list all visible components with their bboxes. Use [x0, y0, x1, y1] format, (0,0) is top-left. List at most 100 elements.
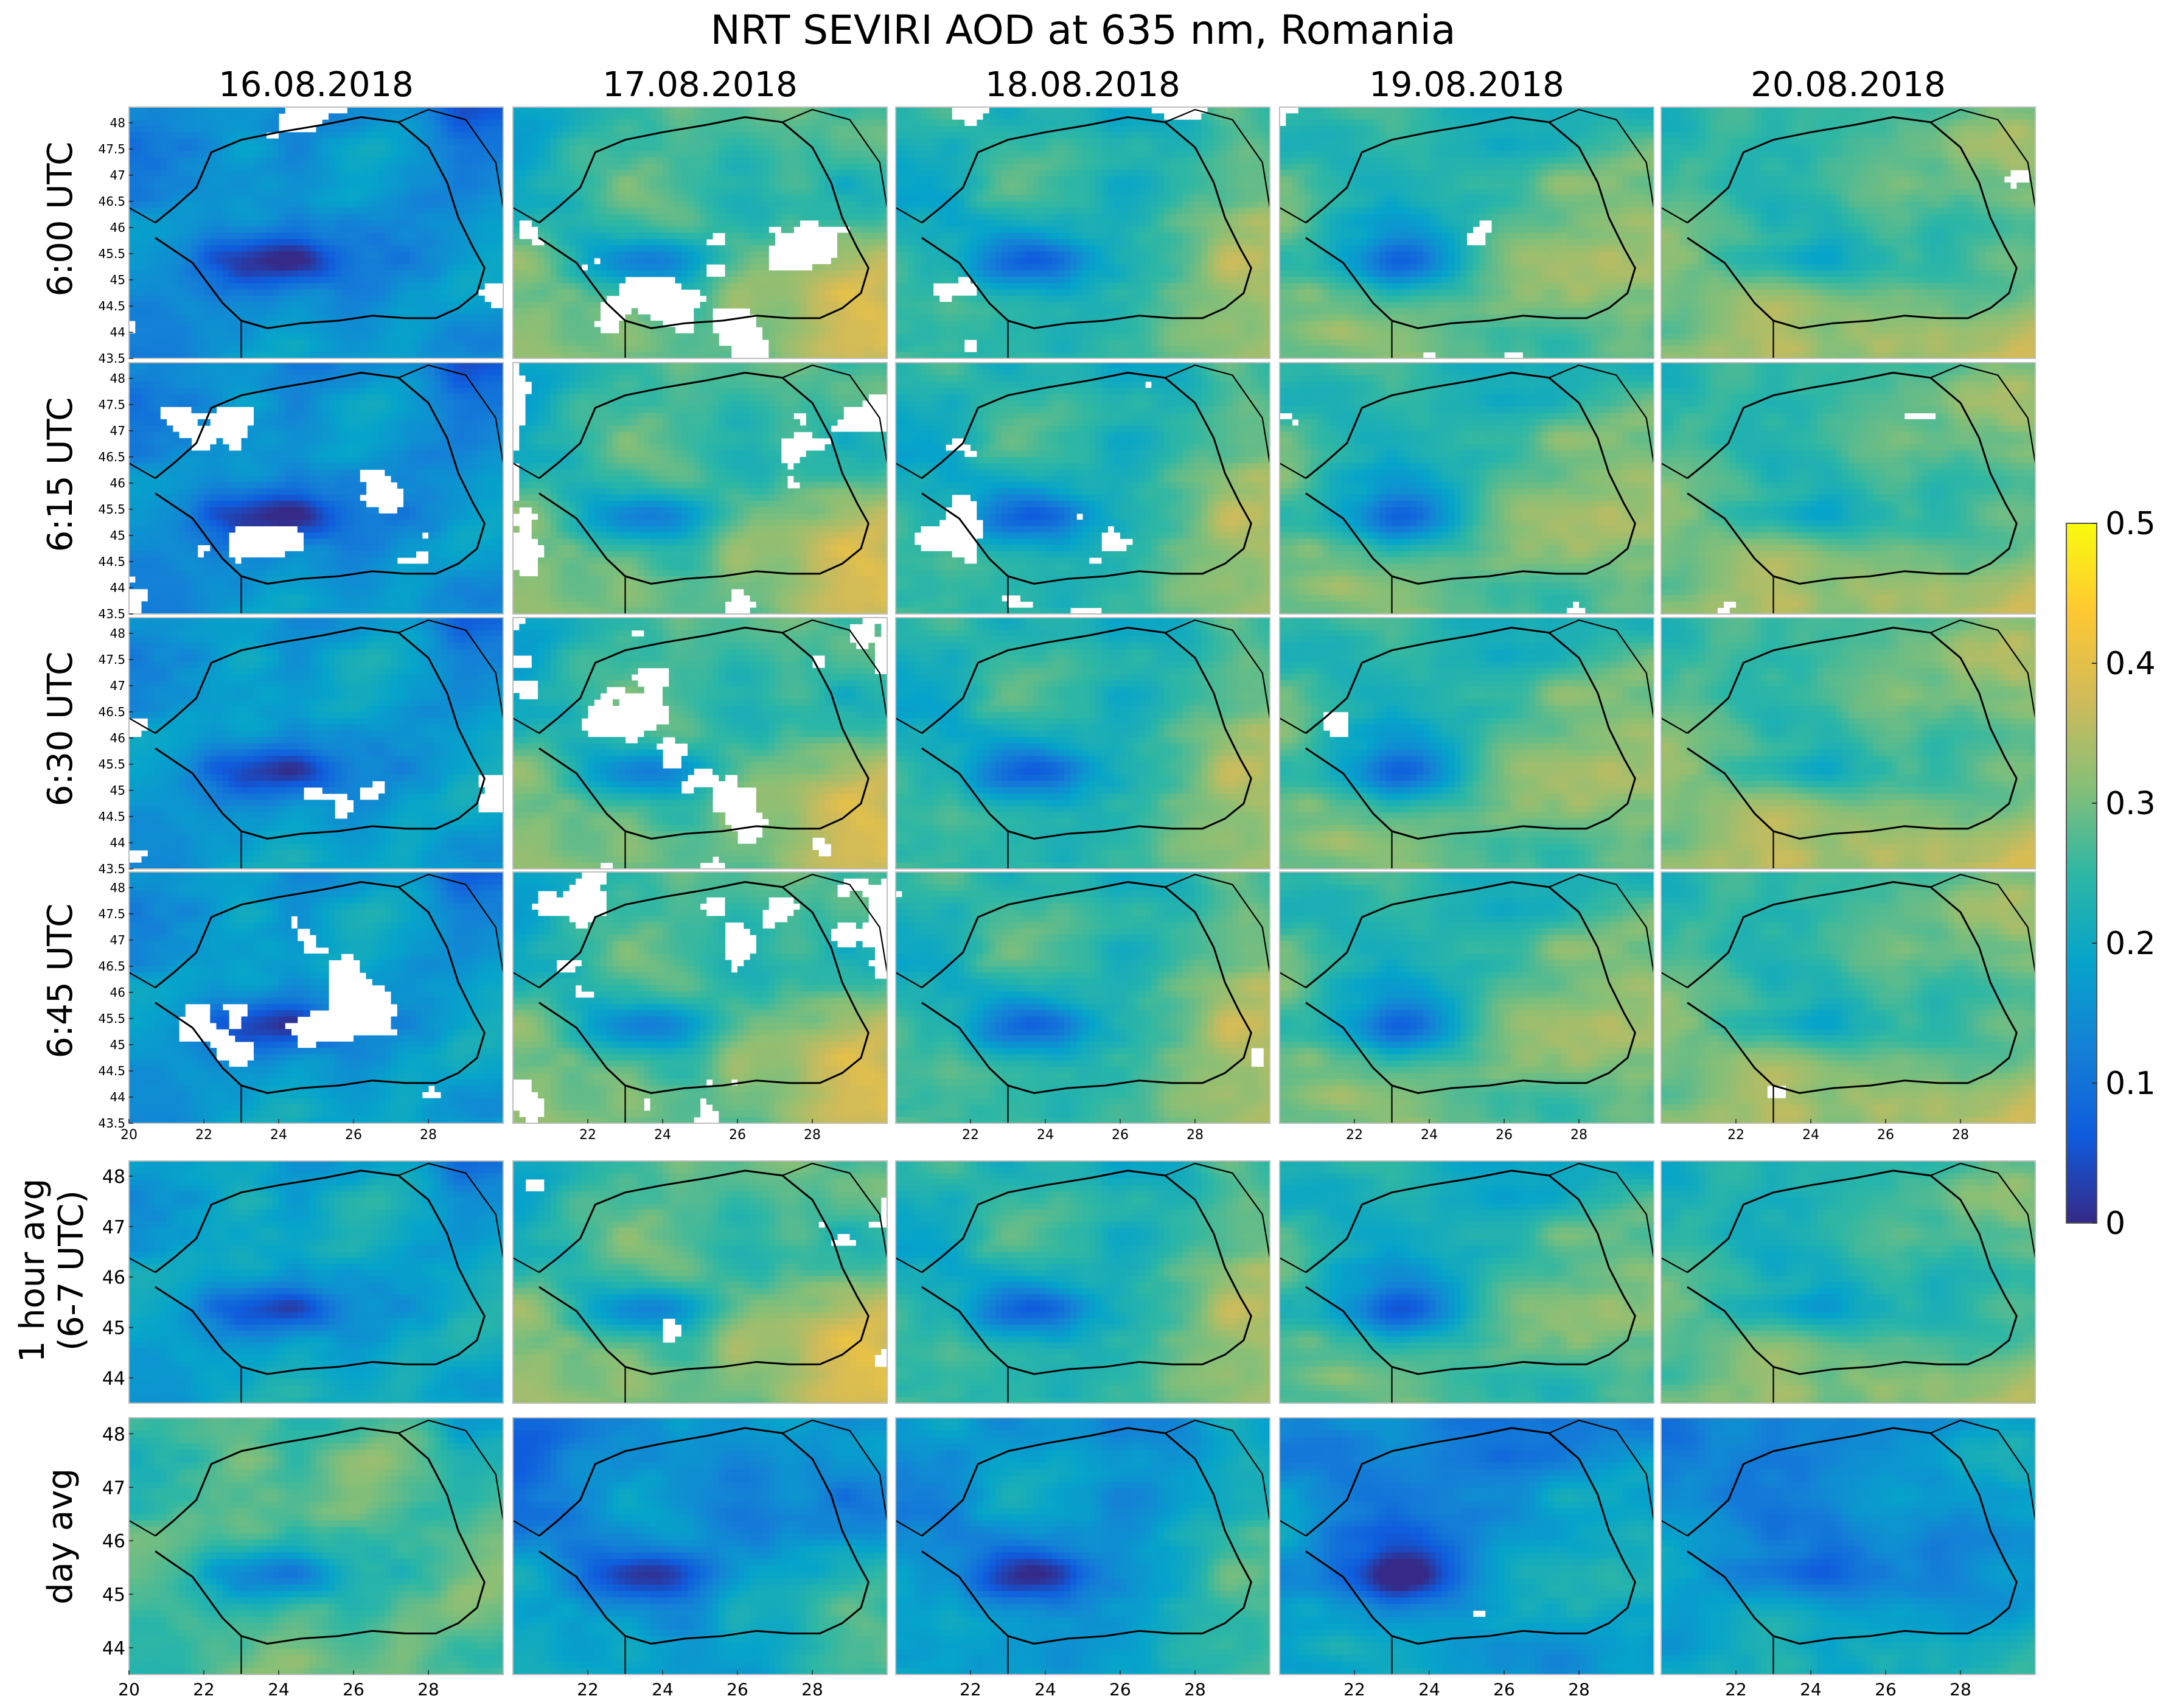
map-panel — [1661, 363, 2036, 615]
y-tick-label: 45 — [110, 783, 125, 798]
x-tick-label: 20 — [118, 1679, 140, 1699]
map-panel — [1661, 618, 2036, 870]
x-tick-label: 26 — [727, 1679, 748, 1699]
map-panel — [1280, 107, 1654, 359]
x-tick-label: 24 — [1421, 1128, 1438, 1143]
row-label-line: 6:30 UTC — [41, 652, 80, 807]
y-tick-label: 46 — [102, 1267, 125, 1289]
map-panel: 22 24 26 28 — [513, 872, 888, 1143]
colorbar-tick-label: 0.3 — [2105, 786, 2156, 822]
x-tick-label: 28 — [804, 1128, 821, 1143]
colorbar-tick-label: 0.1 — [2105, 1065, 2156, 1102]
x-tick-label: 24 — [1802, 1128, 1819, 1143]
colorbar-gradient — [2066, 523, 2097, 1223]
y-tick-label: 48 — [110, 880, 125, 895]
y-tick-label: 45 — [110, 1037, 125, 1052]
y-tick-label: 47.5 — [98, 397, 125, 412]
x-tick-label: 24 — [268, 1679, 290, 1699]
row-label: 6:15 UTC — [41, 397, 80, 552]
map-panel — [896, 618, 1270, 870]
x-tick-label: 24 — [270, 1128, 287, 1143]
x-tick-label: 24 — [654, 1128, 671, 1143]
x-tick-label: 26 — [1112, 1128, 1129, 1143]
y-tick-label: 44 — [110, 325, 125, 340]
column-header: 19.08.2018 — [1369, 65, 1564, 105]
x-tick-label: 22 — [1725, 1679, 1747, 1699]
map-panel: 22 24 26 28 — [1661, 872, 2036, 1143]
x-tick-label: 26 — [729, 1128, 746, 1143]
y-tick-label: 47 — [102, 1477, 125, 1499]
x-tick-label: 26 — [1875, 1679, 1897, 1699]
y-tick-label: 48 — [110, 116, 125, 130]
y-tick-label: 47.5 — [98, 142, 125, 156]
y-tick-label: 47 — [110, 424, 125, 438]
x-tick-label: 28 — [420, 1128, 437, 1143]
x-tick-label: 26 — [1109, 1679, 1131, 1699]
y-tick-label: 43.5 — [98, 607, 125, 621]
x-tick-label: 22 — [577, 1679, 599, 1699]
colorbar: 00.10.20.30.40.5 — [2066, 506, 2156, 1242]
x-tick-label: 28 — [417, 1679, 439, 1699]
x-tick-label: 28 — [1952, 1128, 1969, 1143]
x-tick-label: 22 — [193, 1679, 215, 1699]
colorbar-tick-label: 0.4 — [2105, 646, 2156, 682]
y-tick-label: 45 — [110, 528, 125, 543]
y-tick-label: 45.5 — [98, 757, 125, 772]
y-tick-label: 45.5 — [98, 502, 125, 517]
x-tick-label: 28 — [1570, 1128, 1587, 1143]
x-tick-label: 28 — [1568, 1679, 1590, 1699]
y-tick-label: 48 — [110, 371, 125, 386]
y-tick-label: 46.5 — [98, 450, 125, 464]
map-panel — [896, 107, 1270, 359]
y-tick-label: 47.5 — [98, 652, 125, 667]
map-panel — [513, 1161, 888, 1404]
map-panel — [896, 1161, 1270, 1404]
row-label: 6:45 UTC — [41, 904, 80, 1059]
map-panel — [1661, 107, 2036, 359]
x-tick-label: 24 — [1037, 1128, 1054, 1143]
row-label: 1 hour avg (6-7 UTC) — [13, 1179, 91, 1363]
row-label-line: 6:45 UTC — [41, 904, 80, 1059]
y-tick-label: 46 — [102, 1531, 125, 1552]
row-label-line: 6:00 UTC — [41, 142, 80, 297]
colorbar-tick-label: 0.5 — [2105, 506, 2156, 542]
map-panel: 22 24 26 28 — [1280, 1418, 1654, 1699]
map-panel — [513, 107, 888, 359]
y-tick-label: 47 — [110, 678, 125, 693]
y-tick-label: 47 — [110, 168, 125, 183]
x-tick-label: 22 — [1346, 1128, 1363, 1143]
x-tick-label: 22 — [960, 1679, 981, 1699]
y-tick-label: 47.5 — [98, 907, 125, 921]
map-panel — [513, 618, 888, 870]
x-tick-label: 22 — [195, 1128, 212, 1143]
y-tick-label: 45.5 — [98, 1011, 125, 1026]
x-tick-label: 26 — [343, 1679, 364, 1699]
map-panel: 22 24 26 28 — [1280, 872, 1654, 1143]
x-tick-label: 24 — [1800, 1679, 1822, 1699]
map-panel: 22 24 26 28 — [1661, 1418, 2036, 1699]
x-tick-label: 28 — [1184, 1679, 1206, 1699]
colorbar-tick-label: 0.2 — [2105, 925, 2156, 962]
y-tick-label: 44.5 — [98, 809, 125, 824]
figure-title: NRT SEVIRI AOD at 635 nm, Romania — [711, 7, 1456, 54]
x-tick-label: 28 — [801, 1679, 823, 1699]
x-tick-label: 26 — [345, 1128, 362, 1143]
x-tick-label: 26 — [1877, 1128, 1894, 1143]
map-panel — [896, 363, 1270, 615]
row-label-line: 1 hour avg — [13, 1179, 52, 1363]
map-panel — [513, 363, 888, 615]
x-tick-label: 28 — [1950, 1679, 1971, 1699]
y-tick-label: 48 — [102, 1424, 125, 1445]
y-tick-label: 46 — [110, 476, 125, 490]
map-panel — [1661, 1161, 2036, 1404]
y-tick-label: 46 — [110, 985, 125, 1000]
x-tick-label: 22 — [1727, 1128, 1744, 1143]
y-tick-label: 48 — [110, 626, 125, 641]
y-tick-label: 44.5 — [98, 1064, 125, 1078]
x-tick-label: 24 — [1418, 1679, 1440, 1699]
